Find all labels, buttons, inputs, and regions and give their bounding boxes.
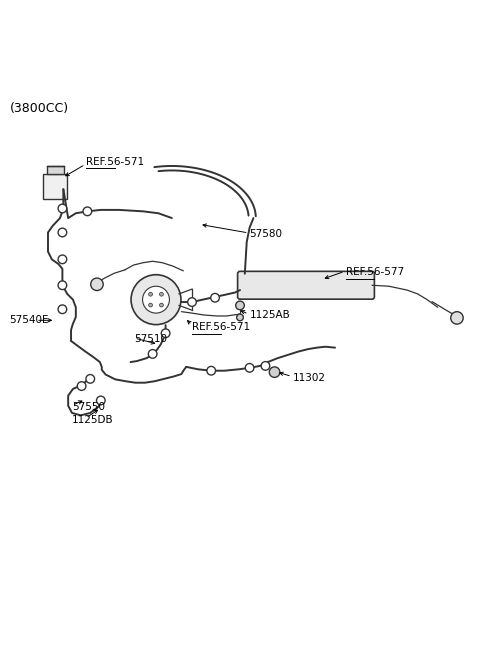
Text: 1125DB: 1125DB: [72, 415, 114, 424]
Text: REF.56-577: REF.56-577: [346, 267, 404, 277]
Circle shape: [149, 292, 153, 296]
Circle shape: [237, 314, 243, 321]
Text: REF.56-571: REF.56-571: [192, 322, 250, 333]
Text: 57550: 57550: [72, 402, 105, 412]
Circle shape: [131, 274, 181, 325]
Circle shape: [207, 366, 216, 375]
Text: 57510: 57510: [134, 335, 168, 345]
Circle shape: [236, 301, 244, 310]
Circle shape: [269, 367, 280, 377]
Circle shape: [451, 312, 463, 324]
Polygon shape: [47, 166, 64, 174]
Circle shape: [77, 382, 86, 390]
Circle shape: [58, 255, 67, 264]
Circle shape: [83, 207, 92, 215]
Circle shape: [58, 228, 67, 236]
Circle shape: [245, 364, 254, 372]
Circle shape: [143, 286, 169, 313]
Circle shape: [58, 281, 67, 290]
Circle shape: [159, 303, 163, 307]
FancyBboxPatch shape: [238, 271, 374, 299]
Circle shape: [148, 350, 157, 358]
Text: 57580: 57580: [250, 229, 283, 239]
Circle shape: [161, 329, 170, 337]
Text: REF.56-571: REF.56-571: [86, 157, 144, 167]
Circle shape: [96, 396, 105, 405]
Text: 11302: 11302: [293, 373, 326, 383]
Text: (3800CC): (3800CC): [10, 102, 69, 115]
Circle shape: [261, 362, 270, 370]
Circle shape: [58, 305, 67, 314]
Circle shape: [188, 298, 196, 307]
Polygon shape: [43, 174, 67, 199]
Circle shape: [91, 278, 103, 291]
Circle shape: [159, 292, 163, 296]
Circle shape: [58, 204, 67, 213]
Circle shape: [149, 303, 153, 307]
Circle shape: [86, 375, 95, 383]
Text: 1125AB: 1125AB: [250, 310, 290, 320]
Text: 57540E: 57540E: [10, 315, 49, 326]
Circle shape: [211, 293, 219, 302]
